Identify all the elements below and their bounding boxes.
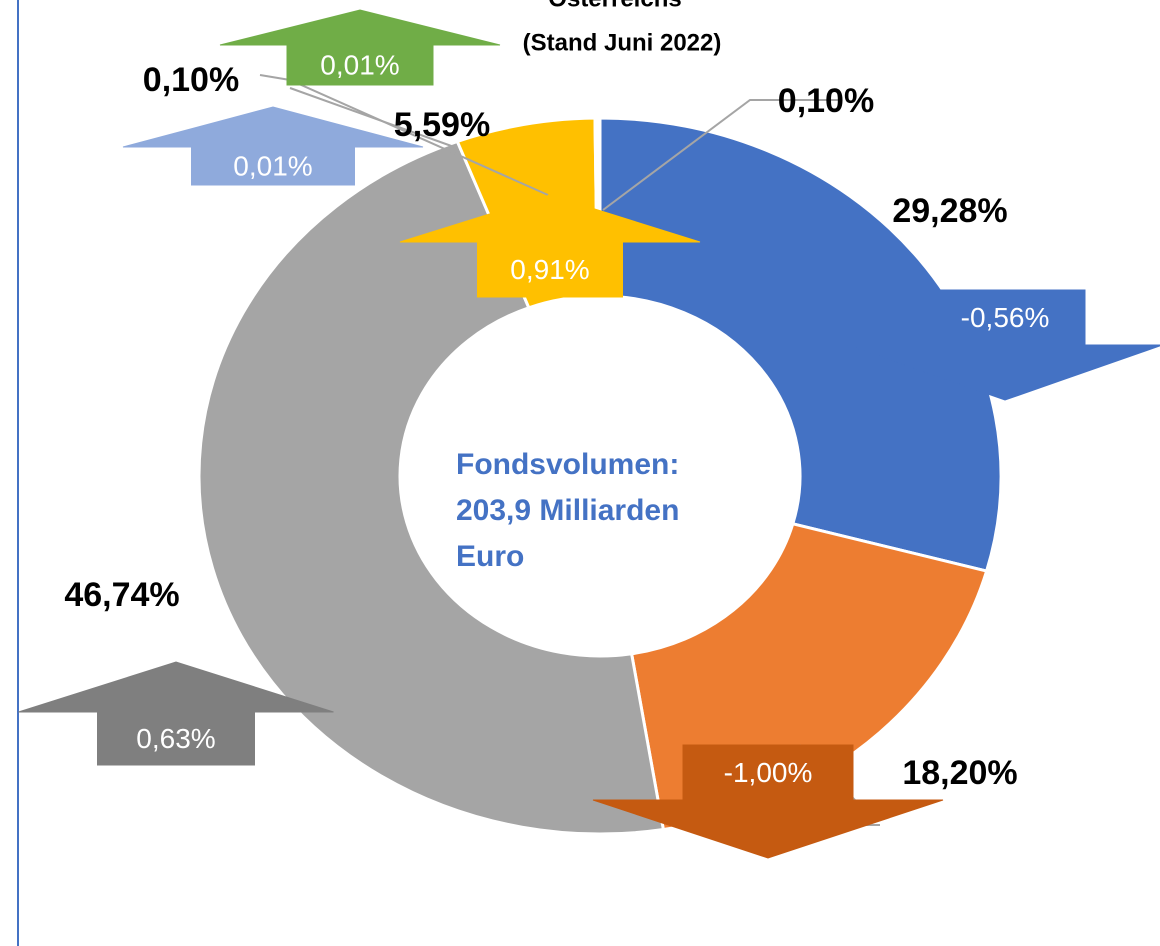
change-arrow [122,106,424,186]
donut-segment [197,139,666,836]
center-text: Euro [456,540,524,573]
change-arrow [847,289,1160,401]
change-arrow [592,744,944,859]
change-arrow [219,9,501,86]
center-text: 203,9 Milliarden [456,494,679,527]
change-label: 0,91% [510,254,589,285]
data-label: 18,20% [902,754,1017,792]
change-arrow [399,194,701,298]
data-label: 46,74% [64,576,179,614]
data-label: 0,10% [778,82,874,120]
donut-segment [598,116,1003,573]
change-label: 0,01% [233,150,312,181]
leader-line [602,99,840,211]
change-label: 0,63% [136,723,215,754]
center-text: Fondsvolumen: [456,448,679,481]
change-label: -0,56% [961,302,1050,333]
data-label: 29,28% [892,192,1007,230]
change-label: -1,00% [724,757,813,788]
leader-line [289,87,458,149]
chart-title: Österreichs [548,0,681,12]
change-arrow [18,661,334,766]
chart-title: (Stand Juni 2022) [523,29,722,56]
data-label: 0,10% [143,61,239,99]
change-label: 0,01% [320,49,399,80]
data-label: 5,59% [394,106,490,144]
